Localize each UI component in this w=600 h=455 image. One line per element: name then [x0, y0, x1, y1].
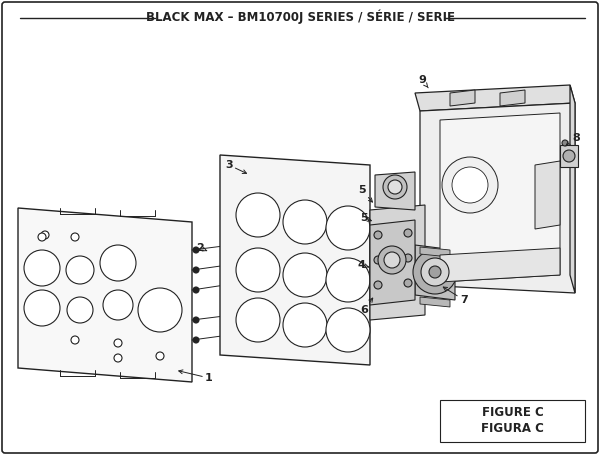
Circle shape: [452, 167, 488, 203]
Circle shape: [114, 339, 122, 347]
Polygon shape: [570, 85, 575, 293]
Polygon shape: [440, 248, 560, 282]
Polygon shape: [420, 297, 450, 307]
Circle shape: [378, 246, 406, 274]
Circle shape: [413, 250, 457, 294]
Text: 1: 1: [179, 370, 213, 383]
Circle shape: [364, 295, 370, 301]
Text: FIGURE C: FIGURE C: [482, 406, 544, 420]
Bar: [440, 400, 585, 442]
Circle shape: [71, 336, 79, 344]
Circle shape: [283, 253, 327, 297]
Text: 6: 6: [360, 298, 373, 315]
Polygon shape: [18, 208, 192, 382]
Text: 8: 8: [566, 133, 580, 146]
Text: 5: 5: [358, 185, 373, 202]
Circle shape: [344, 263, 350, 269]
Circle shape: [404, 229, 412, 237]
Text: 5: 5: [360, 213, 371, 223]
Circle shape: [384, 252, 400, 268]
Circle shape: [193, 247, 199, 253]
Polygon shape: [450, 90, 475, 106]
Circle shape: [326, 258, 370, 302]
Circle shape: [388, 180, 402, 194]
Polygon shape: [370, 205, 425, 320]
Circle shape: [374, 231, 382, 239]
Circle shape: [24, 290, 60, 326]
Text: 9: 9: [418, 75, 428, 88]
Circle shape: [236, 298, 280, 342]
Circle shape: [193, 337, 199, 343]
Circle shape: [71, 233, 79, 241]
Circle shape: [421, 258, 449, 286]
Circle shape: [326, 206, 370, 250]
Polygon shape: [420, 247, 450, 257]
Text: 3: 3: [225, 160, 247, 173]
Text: FIGURA C: FIGURA C: [481, 421, 544, 435]
Circle shape: [326, 308, 370, 352]
Circle shape: [404, 279, 412, 287]
Circle shape: [344, 227, 350, 233]
Circle shape: [67, 297, 93, 323]
Polygon shape: [370, 220, 415, 305]
Text: 4: 4: [358, 260, 369, 270]
Circle shape: [374, 256, 382, 264]
Circle shape: [383, 175, 407, 199]
Text: BLACK MAX – BM10700J SERIES / SÉRIE / SERIE: BLACK MAX – BM10700J SERIES / SÉRIE / SE…: [146, 10, 455, 24]
Circle shape: [562, 140, 568, 146]
Circle shape: [374, 281, 382, 289]
Circle shape: [138, 288, 182, 332]
Circle shape: [364, 313, 370, 319]
Circle shape: [24, 250, 60, 286]
Circle shape: [283, 303, 327, 347]
Circle shape: [236, 248, 280, 292]
Circle shape: [404, 254, 412, 262]
Circle shape: [100, 245, 136, 281]
Circle shape: [344, 245, 350, 251]
Polygon shape: [415, 85, 575, 111]
Circle shape: [442, 157, 498, 213]
Circle shape: [283, 200, 327, 244]
Polygon shape: [560, 145, 578, 167]
Polygon shape: [500, 90, 525, 106]
Text: 7: 7: [443, 287, 468, 305]
Circle shape: [38, 233, 46, 241]
Polygon shape: [440, 113, 560, 282]
Circle shape: [193, 267, 199, 273]
Polygon shape: [220, 155, 370, 365]
Circle shape: [236, 193, 280, 237]
Circle shape: [193, 287, 199, 293]
Circle shape: [156, 352, 164, 360]
Polygon shape: [420, 103, 575, 293]
Circle shape: [193, 317, 199, 323]
Circle shape: [114, 354, 122, 362]
Circle shape: [41, 231, 49, 239]
Circle shape: [66, 256, 94, 284]
Circle shape: [103, 290, 133, 320]
Polygon shape: [375, 172, 415, 210]
Text: 2: 2: [196, 243, 207, 253]
Polygon shape: [535, 161, 560, 229]
Circle shape: [429, 266, 441, 278]
Polygon shape: [415, 245, 455, 300]
Circle shape: [563, 150, 575, 162]
